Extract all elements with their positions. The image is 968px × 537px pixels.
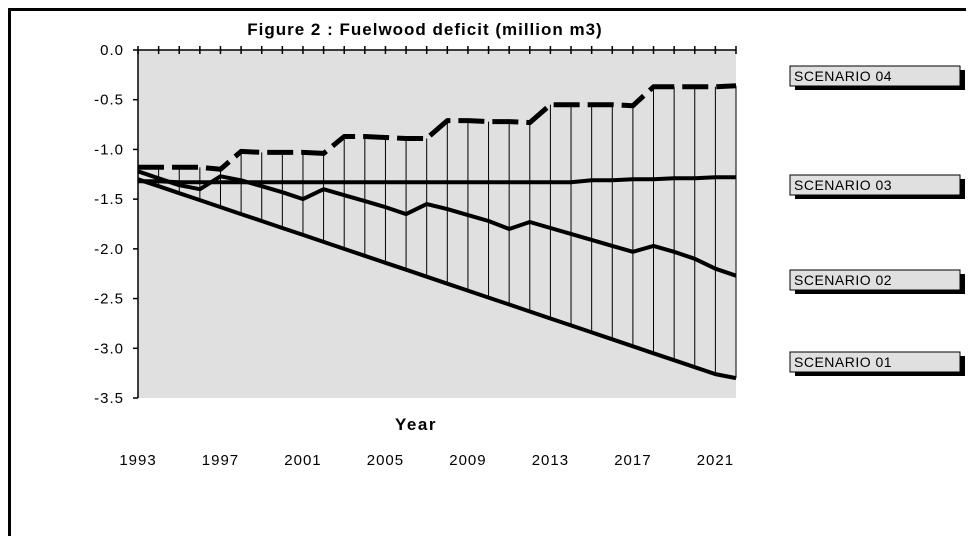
legend-box (789, 65, 961, 87)
legend-label: SCENARIO 04 (794, 68, 892, 84)
series-line-2 (138, 175, 736, 185)
y-tick-label: -0.5 (94, 92, 124, 109)
axes (133, 46, 737, 399)
x-tick-label: 2013 (532, 452, 569, 469)
legend: SCENARIO 04 SCENARIO 03 SCENARIO 02 SCENARI… (789, 65, 965, 376)
series-line-3 (137, 169, 737, 278)
legend-box (789, 351, 961, 373)
legend-item: SCENARIO 03 (789, 174, 965, 199)
y-tick-label: -2.0 (94, 241, 124, 258)
legend-item: SCENARIO 01 (789, 351, 965, 376)
chart-frame (8, 8, 966, 536)
plot-area (138, 50, 736, 398)
x-tick-label: 2009 (449, 452, 486, 469)
x-tick-label: 2001 (284, 452, 321, 469)
x-tick-label: 2021 (697, 452, 734, 469)
y-tick-label: -1.0 (94, 141, 124, 158)
y-tick-label: -3.5 (94, 390, 124, 407)
legend-label: SCENARIO 03 (794, 177, 892, 193)
legend-box (789, 174, 961, 196)
x-tick-label: 2017 (614, 452, 651, 469)
legend-label: SCENARIO 02 (794, 272, 892, 288)
x-tick-label: 1993 (119, 452, 156, 469)
legend-item: SCENARIO 02 (789, 269, 965, 294)
y-tick-label: -2.5 (94, 291, 124, 308)
series-line-4 (137, 177, 737, 381)
y-tick-label: -3.0 (94, 340, 124, 357)
y-tick-label: -1.5 (94, 191, 124, 208)
tick-labels: 0.0 -0.5 -1.0 -1.5 -2.0 -2.5 -3.0 -3.5 1993 1997 2… (94, 42, 734, 469)
series-line-1 (138, 83, 737, 172)
x-tick-label: 1997 (202, 452, 239, 469)
legend-label: SCENARIO 01 (794, 354, 892, 370)
y-tick-label: 0.0 (100, 42, 124, 59)
series-layer (137, 83, 737, 381)
legend-item: SCENARIO 04 (789, 65, 965, 90)
drop-lines (137, 85, 737, 379)
chart-title: Figure 2 : Fuelwood deficit (million m3) (247, 20, 602, 39)
x-tick-label: 2005 (367, 452, 404, 469)
legend-box (789, 269, 961, 291)
x-axis-title: Year (395, 415, 437, 434)
